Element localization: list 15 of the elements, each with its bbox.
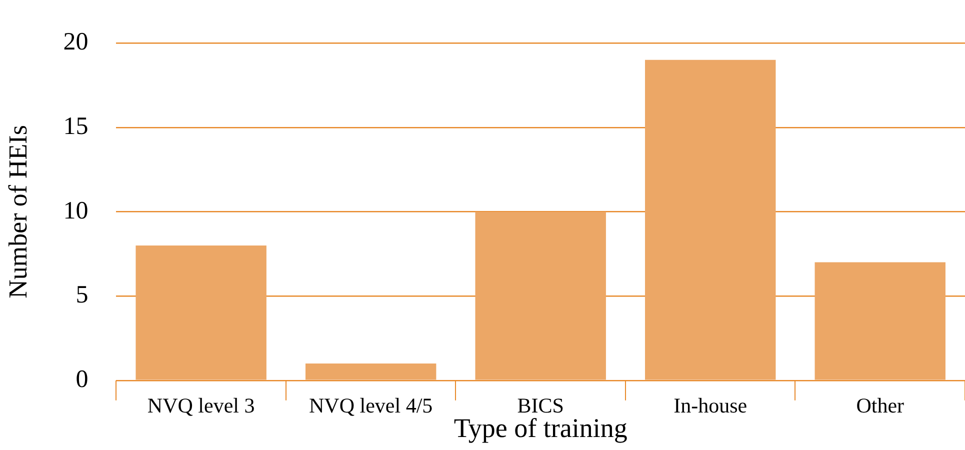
y-tick-label: 20 — [63, 28, 88, 56]
y-tick-label: 5 — [76, 282, 88, 309]
x-tick-label: Other — [856, 394, 904, 418]
bar — [814, 262, 946, 380]
bar — [645, 60, 776, 380]
y-axis-title: Number of HEIs — [3, 125, 32, 298]
x-tick-label: NVQ level 3 — [147, 394, 255, 418]
bar — [305, 364, 436, 380]
x-tick-label: NVQ level 4/5 — [309, 394, 433, 418]
bar — [475, 212, 606, 380]
y-tick-label: 0 — [76, 366, 88, 393]
x-tick-label: In-house — [674, 394, 748, 418]
y-tick-label: 15 — [63, 112, 88, 140]
y-tick-label: 10 — [63, 197, 88, 224]
bar — [136, 245, 266, 380]
